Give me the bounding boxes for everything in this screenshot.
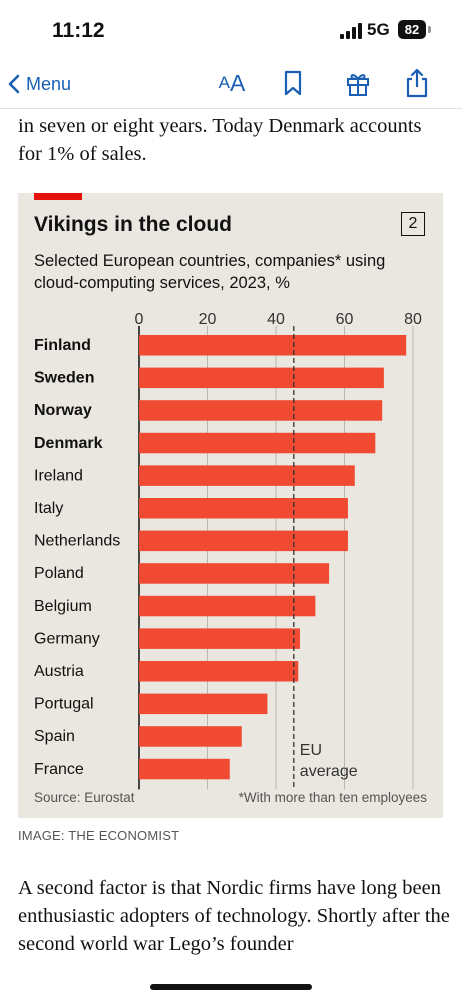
status-time: 11:12 [52,19,105,42]
x-tick-label: 80 [404,311,422,328]
category-label: Poland [34,565,84,582]
chart-footnote: *With more than ten employees [238,790,427,805]
category-label: Germany [34,630,100,647]
bar [139,498,348,519]
category-label: Finland [34,337,91,354]
category-label: Portugal [34,696,94,713]
category-label: Belgium [34,598,92,615]
category-label: Denmark [34,435,103,452]
bar [139,661,299,682]
bookmark-icon [284,70,302,96]
article-paragraph-bottom: A second factor is that Nordic firms hav… [18,877,450,955]
category-label: France [34,761,84,778]
bar [139,693,268,715]
battery-tip [428,26,431,33]
bar [139,628,300,649]
chart-figure: Vikings in the cloud 2 Selected European… [18,193,443,818]
x-tick-label: 0 [135,311,144,328]
bookmark-button[interactable] [280,68,306,98]
chart-number-badge: 2 [401,212,425,236]
eu-average-label: EU [300,742,322,759]
bar [139,726,242,747]
bar [139,400,383,421]
back-menu-label: Menu [26,73,72,94]
chart-title: Vikings in the cloud [34,213,232,236]
back-menu-button[interactable]: Menu [8,70,71,98]
gift-button[interactable] [342,68,374,98]
chart-subtitle: Selected European countries, companies* … [34,252,386,292]
category-label: Austria [34,663,84,680]
x-tick-label: 40 [267,311,285,328]
share-button[interactable] [402,68,432,98]
x-tick-label: 20 [199,311,217,328]
bar [139,335,407,356]
battery-icon: 82 [398,20,426,39]
bar [139,367,384,389]
category-label: Spain [34,728,75,745]
category-label: Norway [34,402,92,419]
bar [139,432,376,454]
x-tick-label: 60 [336,311,354,328]
chart-accent-bar [34,193,82,200]
network-label: 5G [367,20,390,39]
status-bar: 11:12 5G 82 [0,0,462,62]
image-caption: IMAGE: THE ECONOMIST [18,828,180,843]
chart-source: Source: Eurostat [34,790,135,805]
bar [139,563,330,584]
bar [139,465,355,486]
bar [139,595,316,617]
text-size-large-glyph: A [230,69,246,96]
signal-icon [340,23,362,39]
article-paragraph-top: in seven or eight years. Today Denmark a… [18,115,422,165]
share-icon [406,68,428,98]
bar [139,530,348,552]
bar [139,758,230,780]
category-label: Ireland [34,467,83,484]
home-indicator[interactable] [150,984,312,990]
chevron-left-icon [8,74,20,94]
gift-icon [347,74,369,96]
category-label: Italy [34,500,63,517]
category-label: Netherlands [34,533,120,550]
eu-average-label: average [300,763,358,780]
category-label: Sweden [34,370,94,387]
bar-chart-plot: 0 20 40 60 80 Finland Sweden Norway Denmark Irela… [34,311,422,790]
text-size-small-glyph: A [218,73,230,92]
